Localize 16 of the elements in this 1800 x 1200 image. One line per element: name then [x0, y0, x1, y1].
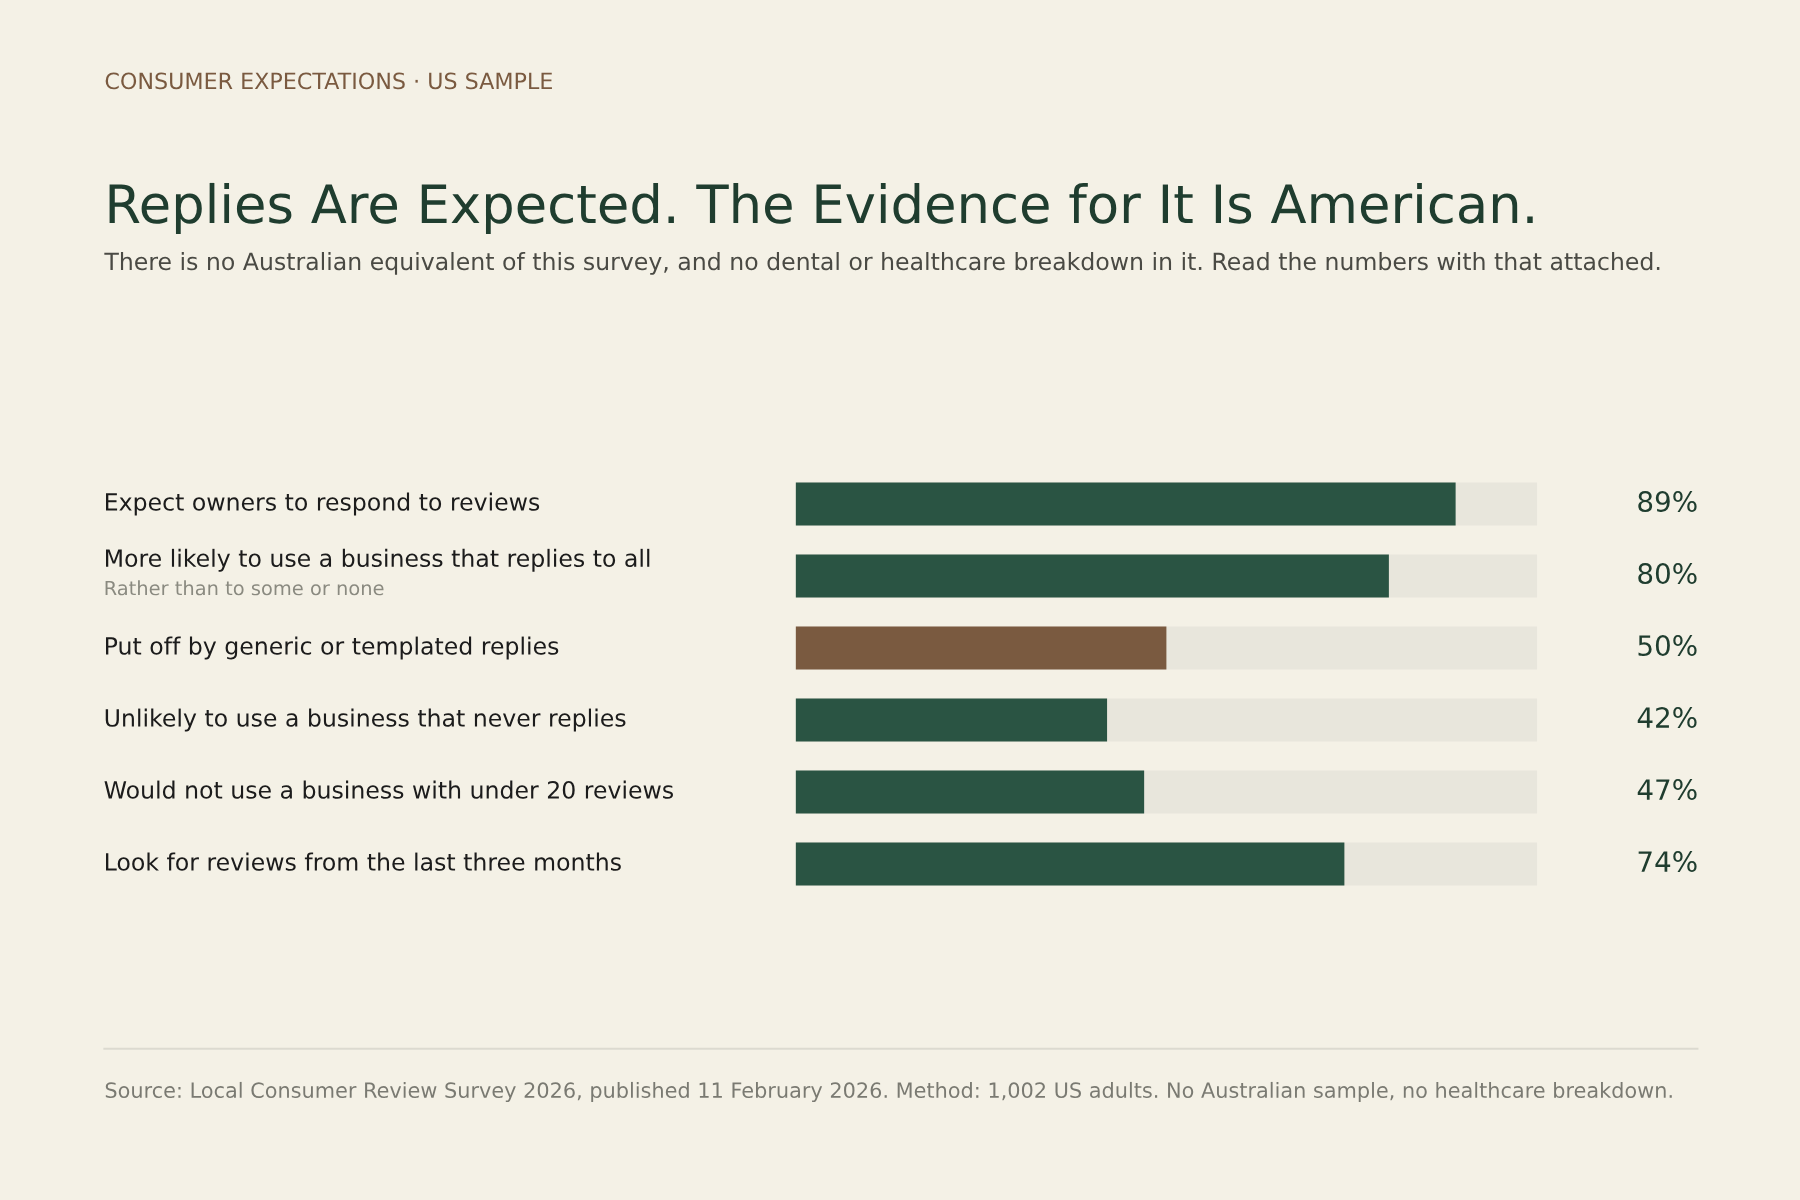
y-tick-label: Expect owners to respond to reviews [106, 492, 540, 516]
chart-subtitle: There is no Australian equivalent of this survey, and no dental or healthcare breakdown in it. Read the numbers with that attached. [104, 252, 1660, 275]
data-label: 47% [1637, 779, 1697, 801]
data-label: 74% [1638, 851, 1697, 873]
y-tick-label: Unlikely to use a business that never replies [105, 708, 626, 732]
y-tick-label: More likely to use a business that replies to all Rather than to some or none [105, 548, 650, 596]
source-note: Source: Local Consumer Review Survey 2026, published 11 February 2026. Method: 1,002 US adults. No Australian sample, no healthcare breakdown. [105, 1081, 1672, 1103]
text: CONSUMER EXPECTATIONS · US SAMPLE [105, 72, 552, 90]
y-tick-label: Put off by generic or templated replies [106, 636, 559, 660]
data-label: 89% [1638, 491, 1697, 513]
y-tick-label: Would not use a business with under 20 reviews [104, 780, 673, 799]
data-label: 80% [1638, 563, 1697, 585]
data-label: 42% [1637, 707, 1697, 729]
y-tick-label: Look for reviews from the last three months [106, 852, 621, 871]
chart-title: Replies Are Expected. The Evidence for It Is American. [109, 182, 1533, 234]
data-label: 50% [1638, 635, 1697, 657]
